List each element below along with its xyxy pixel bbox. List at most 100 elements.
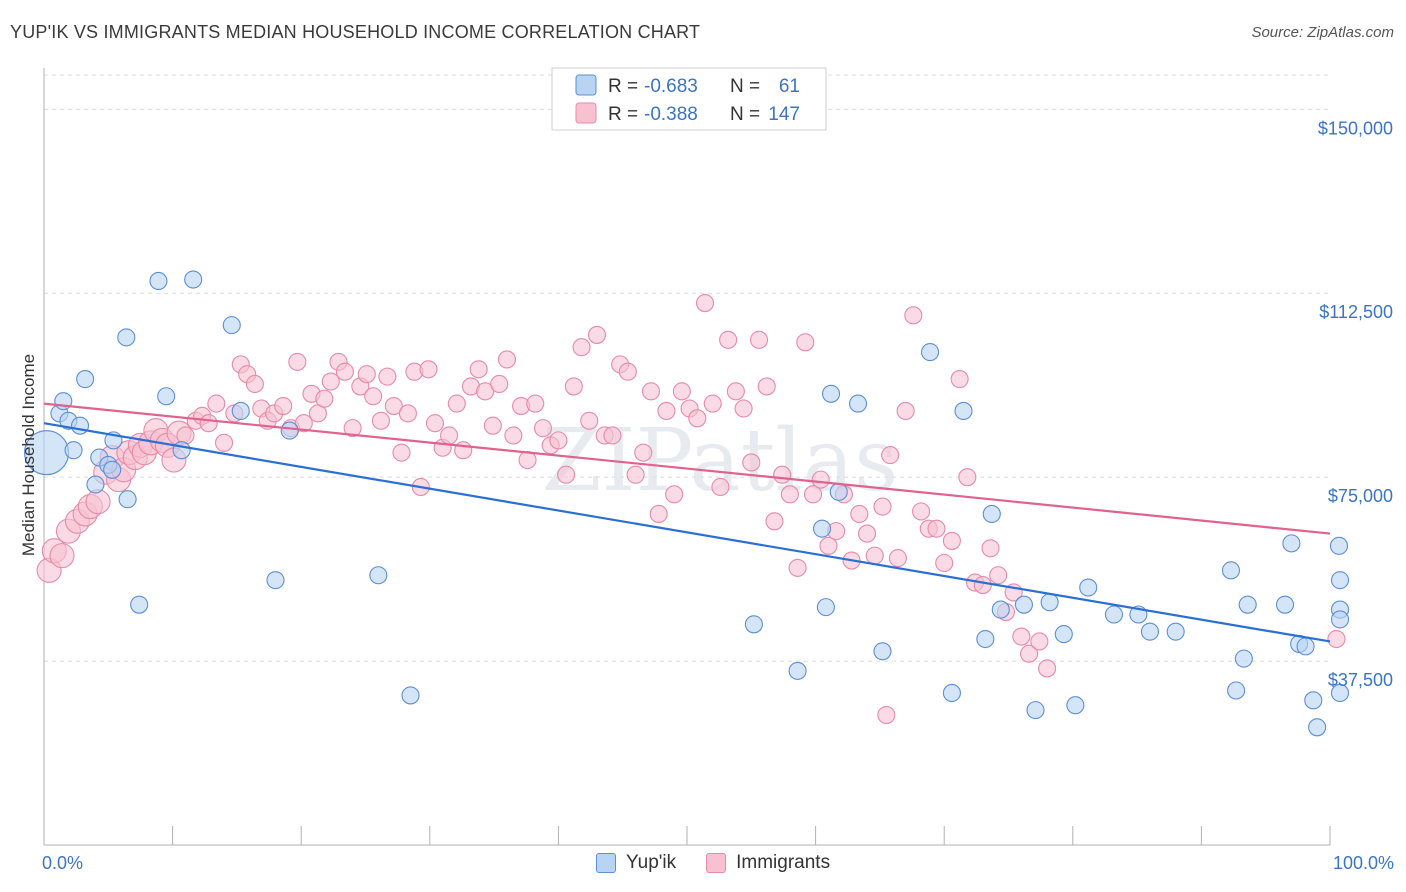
yupik-point — [829, 482, 848, 501]
yupik-point — [1304, 691, 1323, 710]
legend-item-immigrants[interactable]: Immigrants — [706, 852, 830, 874]
y-tick-labels: $37,500 $75,000 $112,500 $150,000 — [1318, 118, 1393, 690]
y-tick-label: $37,500 — [1328, 670, 1393, 690]
immigrants-point — [935, 553, 954, 573]
immigrants-point — [896, 401, 915, 421]
legend-r-value: -0.388 — [644, 104, 698, 125]
yupik-point — [921, 343, 940, 362]
yupik-point — [1330, 683, 1350, 703]
immigrants-point — [1030, 632, 1049, 651]
legend-n-label: N = — [730, 104, 760, 125]
yupik-point — [1234, 649, 1253, 668]
yupik-point — [266, 571, 285, 590]
immigrants-point — [904, 306, 923, 325]
immigrants-point — [454, 441, 473, 460]
legend-r-label: R = — [608, 104, 638, 125]
yupik-point — [118, 490, 137, 509]
chart-title: YUP'IK VS IMMIGRANTS MEDIAN HOUSEHOLD IN… — [10, 22, 701, 42]
immigrants-point — [850, 504, 869, 523]
immigrants-point — [245, 374, 264, 394]
immigrants-point — [1012, 627, 1031, 646]
yupik-point — [788, 661, 807, 680]
immigrants-point — [447, 394, 466, 413]
yupik-point — [821, 384, 841, 403]
immigrants-point — [780, 485, 799, 504]
immigrants-point — [497, 350, 517, 369]
immigrants-point — [419, 360, 438, 379]
legend-n-value: 147 — [768, 104, 800, 125]
yupik-point — [70, 416, 90, 435]
immigrants-point — [672, 382, 691, 401]
immigrants-point — [557, 465, 576, 484]
immigrants-point — [357, 365, 376, 384]
immigrants-point — [1327, 629, 1346, 649]
immigrants-point — [927, 519, 946, 538]
yupik-point — [1104, 605, 1124, 624]
immigrants-point — [343, 419, 362, 438]
immigrants-point — [384, 397, 403, 416]
immigrants-point — [981, 539, 1000, 558]
immigrants-point — [425, 414, 444, 433]
immigrants-point — [533, 419, 553, 438]
y-tick-label: $112,500 — [1319, 302, 1393, 322]
immigrants-points — [36, 294, 1346, 725]
yupik-point — [1308, 718, 1327, 737]
immigrants-point — [476, 382, 495, 401]
immigrants-point — [865, 546, 884, 565]
immigrants-point — [321, 372, 340, 391]
immigrants-point — [973, 576, 992, 595]
immigrants-point — [749, 330, 769, 349]
immigrants-point — [440, 426, 459, 445]
yupik-points — [24, 270, 1350, 737]
yupik-point — [86, 475, 105, 494]
yupik-point — [103, 460, 122, 479]
immigrants-point — [371, 411, 390, 430]
yupik-point — [184, 270, 203, 289]
immigrants-point — [950, 370, 969, 389]
legend-item-yupik[interactable]: Yup'ik — [596, 852, 676, 874]
immigrants-point — [288, 352, 307, 371]
immigrants-point — [888, 549, 907, 568]
legend-n-label: N = — [730, 76, 760, 97]
y-tick-label: $150,000 — [1318, 118, 1393, 138]
yupik-trend-line — [43, 422, 1331, 643]
immigrants-point — [877, 705, 896, 725]
immigrants-point — [726, 382, 745, 401]
immigrants-point — [703, 394, 722, 413]
immigrants-point — [765, 512, 784, 531]
immigrants-point — [572, 338, 591, 357]
yupik-point — [130, 595, 149, 614]
immigrants-point — [549, 431, 568, 450]
immigrants-point — [657, 401, 676, 421]
yupik-point — [848, 394, 868, 413]
x-tick-label-start: 0.0% — [42, 853, 83, 873]
immigrants-point — [315, 389, 334, 408]
yupik-point — [149, 271, 168, 291]
immigrants-point — [912, 502, 931, 521]
immigrants-point — [757, 377, 776, 396]
immigrants-point — [796, 333, 815, 352]
immigrants-point — [207, 394, 226, 413]
immigrants-point — [641, 382, 661, 401]
immigrants-point — [819, 536, 838, 555]
immigrants-point — [526, 394, 545, 413]
yupik-point — [991, 600, 1010, 619]
immigrants-point — [719, 330, 738, 349]
immigrants-point — [335, 362, 354, 381]
immigrants-point — [857, 524, 877, 543]
yupik-point — [976, 629, 995, 649]
yupik-point — [1282, 534, 1301, 553]
immigrants-point — [378, 367, 397, 386]
immigrants-point — [504, 426, 523, 445]
yupik-point — [982, 504, 1001, 523]
yupik-point — [1054, 625, 1073, 644]
immigrants-point — [469, 360, 488, 379]
yupik-point — [157, 387, 176, 406]
immigrants-point — [881, 446, 900, 465]
legend-label-immigrants: Immigrants — [736, 852, 831, 873]
immigrants-point — [364, 387, 383, 406]
immigrants-point — [618, 362, 637, 381]
legend-swatch-yupik — [575, 74, 597, 96]
yupik-point — [1079, 578, 1098, 597]
